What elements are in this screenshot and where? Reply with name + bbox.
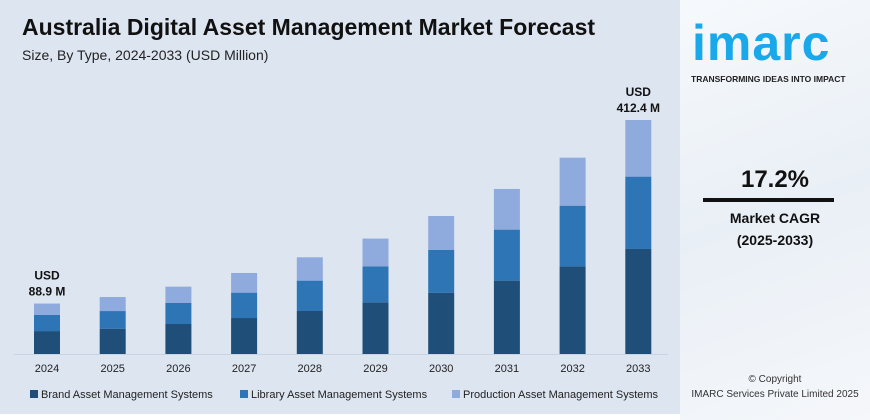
bar-segment [559,157,586,206]
bar-segment [559,205,586,267]
bar-segment [493,188,520,230]
bar-segment [34,303,60,315]
legend-swatch [30,390,38,398]
bar-segment [231,292,258,319]
legend-item-production: Production Asset Management Systems [452,389,658,401]
bar-segment [165,302,192,324]
bar-segment [493,280,520,354]
legend-label: Brand Asset Management Systems [41,389,213,401]
bar-segment [165,286,192,303]
legend-label: Production Asset Management Systems [463,389,659,401]
x-tick-label: 2032 [560,363,584,375]
bar-segment [296,257,323,281]
bar-segment [99,311,126,329]
legend-item-brand: Brand Asset Management Systems [30,389,213,401]
x-tick-label: 2029 [363,363,387,375]
bar-segment [428,292,455,354]
bar-segment [231,272,258,293]
tagline: TRANSFORMING IDEAS INTO IMPACT [691,74,846,84]
total-label-line1: USD [626,85,652,99]
legend-swatch [240,390,248,398]
company-name: IMARC Services Private Limited 2025 [691,389,859,400]
bar-segment [99,328,126,354]
bar-segment [296,310,323,354]
divider [703,198,834,202]
bar-segment [34,331,60,354]
legend-swatch [452,390,460,398]
bar-segment [231,318,258,354]
bar-segment [625,120,652,177]
cagr-value: 17.2% [740,166,810,193]
bar-segment [559,266,586,354]
cagr-label: Market CAGR [729,210,821,226]
bar-segment [428,249,455,293]
side-panel: imarc TRANSFORMING IDEAS INTO IMPACT 17.… [680,0,870,420]
bar-segment [34,314,60,332]
total-label-line1: USD [34,269,60,283]
x-tick-label: 2027 [232,363,256,375]
chart-panel: Australia Digital Asset Management Marke… [0,0,680,414]
x-tick-label: 2030 [429,363,453,375]
bar-segment [296,280,323,311]
x-tick-label: 2026 [166,363,190,375]
bar-segment [362,266,389,303]
x-tick-label: 2031 [495,363,519,375]
imarc-logo: imarc [692,18,831,68]
legend-item-library: Library Asset Management Systems [240,389,427,401]
bar-segment [165,323,192,354]
stacked-bar-chart: 2024 USD 88.9 M 2025 2026 2027 2028 2029 2030 203… [14,85,668,375]
bar-segment [493,229,520,281]
bar-segment [625,176,652,249]
bar-segment [428,216,455,250]
bar-segment [362,238,389,267]
chart-title: Australia Digital Asset Management Marke… [22,14,596,40]
bar-segment [362,302,389,354]
x-tick-label: 2028 [298,363,322,375]
chart-subtitle: Size, By Type, 2024-2033 (USD Million) [22,47,269,63]
total-label-line2: 412.4 M [617,101,660,115]
legend-label: Library Asset Management Systems [251,389,428,401]
x-tick-label: 2025 [100,363,124,375]
x-tick-label: 2024 [35,363,59,375]
copyright: © Copyright [748,374,802,385]
x-tick-label: 2033 [626,363,650,375]
bar-segment [99,297,126,312]
cagr-period: (2025-2033) [736,232,814,248]
bar-segment [625,248,652,354]
total-label-line2: 88.9 M [29,285,66,299]
